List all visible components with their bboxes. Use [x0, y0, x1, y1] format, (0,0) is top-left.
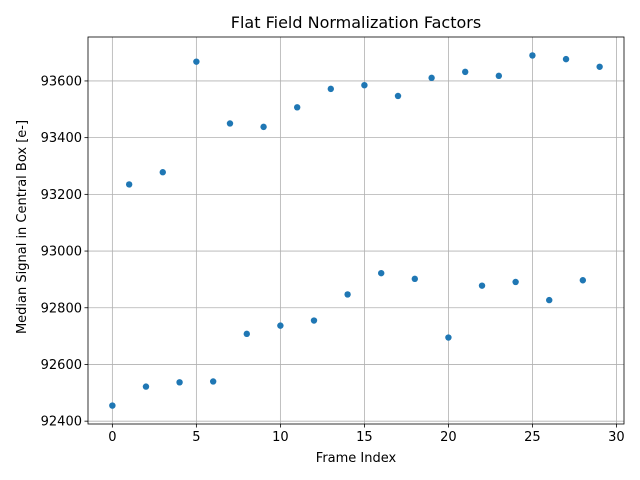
data-point: [226, 120, 234, 127]
chart-title: Flat Field Normalization Factors: [231, 13, 481, 32]
y-axis-label: Median Signal in Central Box [e-]: [15, 120, 30, 334]
data-point: [512, 278, 519, 286]
data-point: [562, 55, 570, 63]
data-point: [462, 68, 469, 76]
data-point: [596, 63, 603, 70]
data-point: [277, 322, 284, 329]
data-point: [159, 169, 166, 176]
data-point: [478, 282, 486, 289]
x-tick-label: 5: [192, 430, 200, 445]
y-tick-label: 92600: [41, 358, 82, 373]
x-tick-label: 10: [272, 430, 289, 445]
x-tick-label: 30: [608, 430, 625, 445]
data-point: [378, 269, 385, 277]
data-point: [361, 81, 368, 89]
data-point: [125, 181, 133, 188]
x-tick-label: 15: [356, 430, 373, 445]
data-point: [243, 330, 250, 338]
data-point: [546, 296, 553, 304]
data-point: [260, 123, 267, 131]
data-point: [142, 383, 150, 390]
data-point: [109, 402, 116, 409]
grid-lines: [88, 37, 624, 424]
y-axis-ticks: 92400 92600 92800 93000 93200 93400 93600: [41, 74, 88, 430]
y-tick-label: 93400: [41, 131, 82, 146]
x-tick-label: 20: [440, 430, 457, 445]
data-point: [293, 104, 301, 111]
data-point: [394, 92, 402, 100]
plot-frame: [87, 36, 625, 425]
data-point: [193, 58, 200, 65]
x-tick-label: 0: [108, 430, 116, 445]
data-point: [445, 334, 452, 341]
y-tick-label: 93600: [41, 74, 82, 89]
data-point: [310, 317, 318, 324]
data-point: [327, 85, 334, 93]
data-point: [428, 74, 435, 82]
data-point: [579, 277, 587, 284]
data-point: [495, 72, 503, 80]
data-point: [176, 379, 183, 386]
data-points: [109, 52, 603, 409]
y-tick-label: 92800: [41, 301, 82, 316]
data-point: [209, 378, 217, 385]
y-tick-label: 93000: [41, 245, 82, 260]
data-point: [411, 275, 419, 283]
y-tick-label: 92400: [41, 415, 82, 430]
x-axis-ticks: 0 5 10 15 20 25 30: [108, 424, 625, 445]
y-tick-label: 93200: [41, 188, 82, 203]
x-axis-label: Frame Index: [316, 451, 397, 466]
x-tick-label: 25: [524, 430, 541, 445]
data-point: [529, 52, 536, 59]
data-point: [344, 291, 351, 298]
